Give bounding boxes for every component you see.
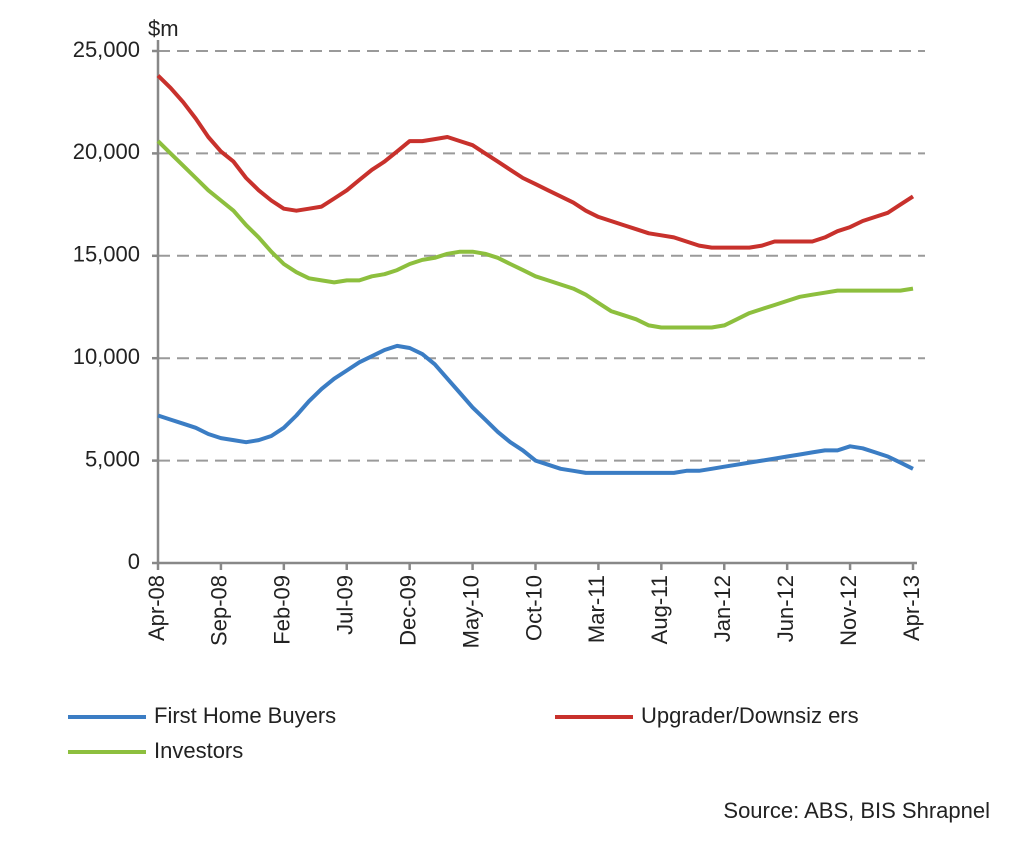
y-tick-label: 0	[128, 549, 140, 574]
x-tick-label: Feb-09	[270, 575, 295, 645]
x-tick-label: Dec-09	[395, 575, 420, 646]
legend-label: Investors	[154, 738, 243, 763]
legend-label: First Home Buyers	[154, 703, 336, 728]
x-tick-label: Jan-12	[710, 575, 735, 642]
series-line	[156, 74, 915, 250]
x-tick-label: Apr-08	[144, 575, 169, 641]
source-note: Source: ABS, BIS Shrapnel	[723, 798, 990, 823]
x-tick-label: May-10	[458, 575, 483, 648]
x-tick-label: Apr-13	[899, 575, 924, 641]
y-tick-label: 5,000	[85, 446, 140, 471]
y-tick-label: 15,000	[73, 242, 140, 267]
x-tick-label: Aug-11	[647, 575, 672, 644]
x-tick-label: Jul-09	[333, 575, 358, 635]
legend-label: Upgrader/Downsiz ers	[641, 703, 859, 728]
x-tick-label: Jun-12	[773, 575, 798, 642]
series-line	[156, 139, 914, 330]
x-tick-label: Nov-12	[836, 575, 861, 646]
x-tick-label: Mar-11	[584, 575, 609, 643]
x-tick-label: Oct-10	[521, 575, 546, 641]
y-unit: $m	[148, 16, 179, 41]
series-line	[157, 343, 914, 475]
y-tick-label: 20,000	[73, 139, 140, 164]
x-tick-label: Sep-08	[207, 575, 232, 646]
y-tick-label: 25,000	[73, 37, 140, 62]
y-tick-label: 10,000	[73, 344, 140, 369]
